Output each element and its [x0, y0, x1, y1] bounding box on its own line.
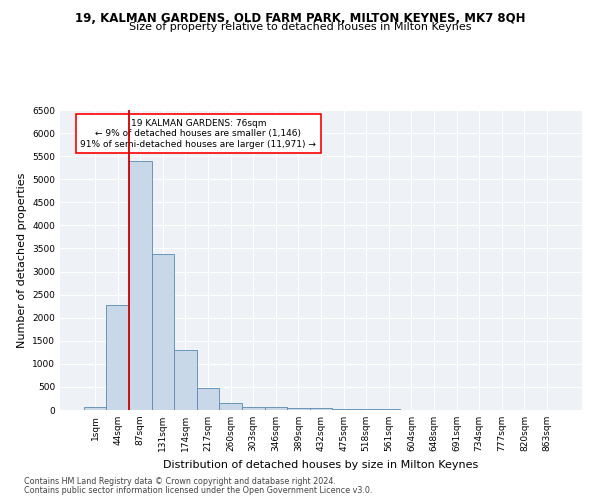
Y-axis label: Number of detached properties: Number of detached properties: [17, 172, 26, 348]
Bar: [332, 408, 355, 410]
Text: 19, KALMAN GARDENS, OLD FARM PARK, MILTON KEYNES, MK7 8QH: 19, KALMAN GARDENS, OLD FARM PARK, MILTO…: [75, 12, 525, 26]
Bar: [310, 408, 332, 410]
Bar: [129, 161, 152, 410]
Bar: [220, 402, 242, 410]
Text: Size of property relative to detached houses in Milton Keynes: Size of property relative to detached ho…: [129, 22, 471, 32]
Bar: [197, 388, 220, 410]
Bar: [152, 254, 174, 410]
Text: 19 KALMAN GARDENS: 76sqm
← 9% of detached houses are smaller (1,146)
91% of semi: 19 KALMAN GARDENS: 76sqm ← 9% of detache…: [80, 119, 316, 149]
Bar: [355, 409, 377, 410]
Bar: [265, 407, 287, 410]
Text: Contains HM Land Registry data © Crown copyright and database right 2024.: Contains HM Land Registry data © Crown c…: [24, 477, 336, 486]
Text: Contains public sector information licensed under the Open Government Licence v3: Contains public sector information licen…: [24, 486, 373, 495]
X-axis label: Distribution of detached houses by size in Milton Keynes: Distribution of detached houses by size …: [163, 460, 479, 469]
Bar: [174, 350, 197, 410]
Bar: [84, 406, 106, 410]
Bar: [106, 305, 129, 410]
Bar: [287, 408, 310, 410]
Bar: [242, 406, 265, 410]
